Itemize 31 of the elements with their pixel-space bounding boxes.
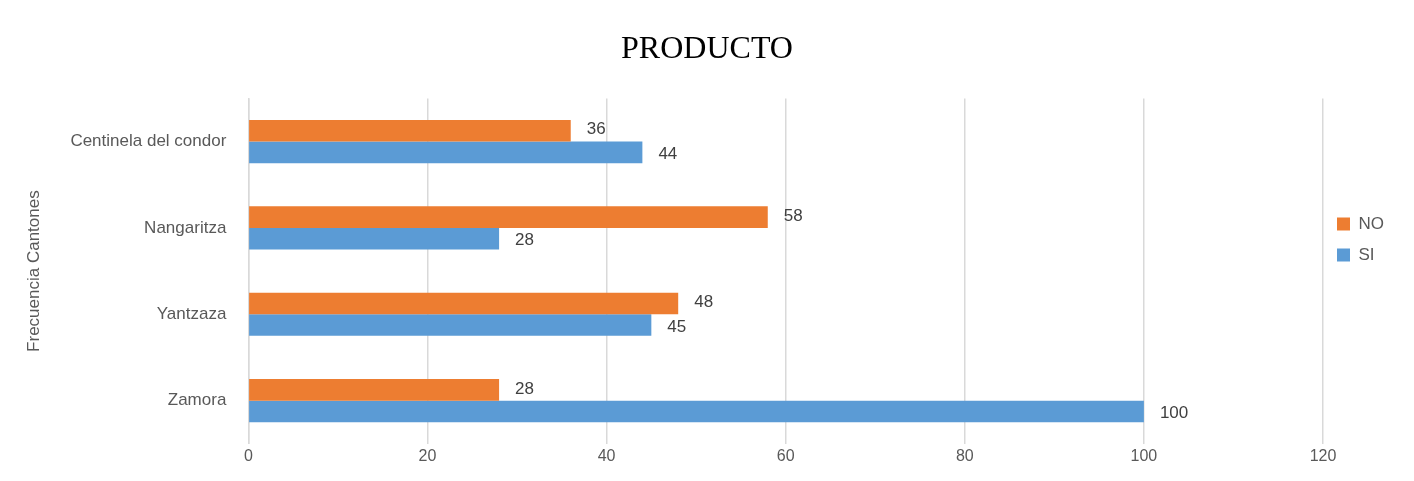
x-tick-label: 120	[1309, 446, 1337, 464]
data-label: 44	[658, 144, 678, 164]
bar	[249, 292, 679, 315]
bar	[249, 206, 768, 228]
y-tick-label: Nangaritza	[144, 217, 227, 237]
x-tick-label: 20	[418, 446, 437, 464]
y-tick-label: Zamora	[167, 390, 227, 410]
data-label: 45	[667, 316, 687, 336]
x-tick-label: 0	[243, 446, 253, 464]
legend-label: SI	[1358, 244, 1375, 264]
data-label: 28	[515, 230, 535, 250]
data-label: 36	[586, 119, 606, 139]
x-tick-label: 60	[776, 446, 795, 464]
bar	[249, 314, 652, 336]
legend-label: NO	[1358, 213, 1384, 233]
data-label: 48	[694, 292, 714, 312]
bar	[249, 400, 1144, 423]
bar	[249, 379, 500, 401]
x-tick-label: 40	[597, 446, 616, 464]
data-label: 100	[1159, 403, 1189, 423]
bar	[249, 141, 643, 164]
chart-title: PRODUCTO	[621, 28, 793, 65]
data-label: 58	[783, 205, 803, 225]
bar	[249, 119, 571, 142]
y-axis-title: Frecuencia Cantones	[23, 190, 43, 352]
data-label: 28	[515, 378, 535, 398]
x-tick-label: 80	[955, 446, 974, 464]
y-tick-label: Yantzaza	[156, 303, 227, 323]
x-tick-label: 100	[1130, 446, 1158, 464]
bar	[249, 227, 500, 250]
y-tick-label: Centinela del condor	[70, 131, 227, 151]
